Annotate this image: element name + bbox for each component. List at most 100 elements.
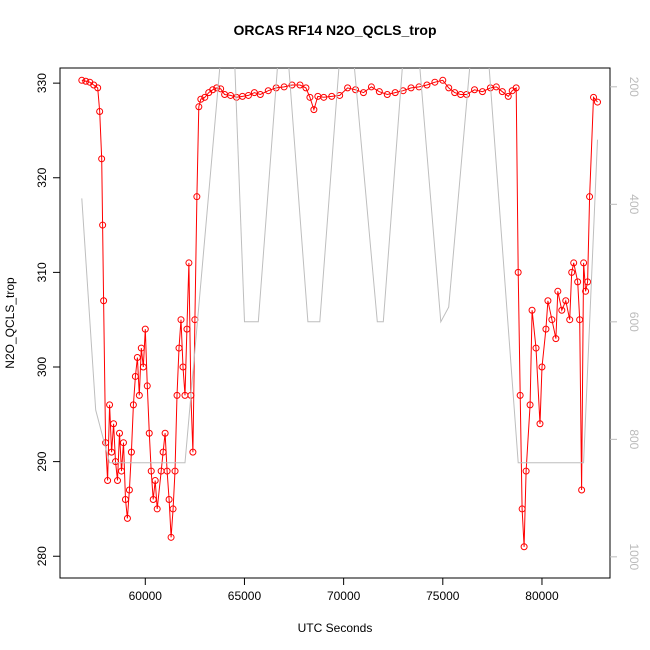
point [114,477,122,485]
point [189,448,197,456]
x-tick-label: 75000 [426,589,460,603]
plot-area [78,68,602,551]
point [391,89,399,97]
point [141,325,149,333]
point [106,401,114,409]
point [123,514,131,522]
point [522,467,530,475]
point [195,103,203,111]
point [306,93,314,101]
point [185,259,193,267]
point [407,84,415,92]
point [147,467,155,475]
y2-tick-label: 1000 [627,543,641,570]
point [562,297,570,305]
point [193,193,201,201]
point [161,429,169,437]
point [153,505,161,513]
point [328,92,336,100]
point [149,495,157,503]
point [131,372,139,380]
point [256,90,264,98]
point [250,89,258,97]
point [121,495,129,503]
y-tick-label: 330 [35,73,49,93]
x-tick-label: 60000 [129,589,163,603]
point [590,93,598,101]
y2-tick-label: 600 [627,312,641,332]
plot-frame [59,67,611,579]
point [552,335,560,343]
y-tick-label: 290 [35,451,49,471]
point [112,458,120,466]
point [100,297,108,305]
point [383,90,391,98]
point [119,439,127,447]
y2-tick-label: 400 [627,194,641,214]
point [98,155,106,163]
point [209,86,217,94]
point [516,391,524,399]
point [99,221,107,229]
y2-tick-label: 200 [627,77,641,97]
point [439,76,447,84]
point [135,391,143,399]
point [159,448,167,456]
point [201,93,209,101]
point [320,93,328,101]
point [165,495,173,503]
y-axis-label: N2O_QCLS_trop [3,277,17,369]
point [504,92,512,100]
point [554,287,562,295]
point [580,259,588,267]
point [179,363,187,371]
point [451,89,459,97]
point [104,477,112,485]
point [542,325,550,333]
point [526,401,534,409]
point [520,543,528,551]
point [492,83,500,91]
point [498,88,506,96]
point [183,325,191,333]
y-tick-label: 280 [35,546,49,566]
y2-tick-label: 800 [627,429,641,449]
point [566,316,574,324]
y-tick-label: 300 [35,357,49,377]
point [538,363,546,371]
point [514,268,522,276]
point [280,83,288,91]
point [145,429,153,437]
point [445,84,453,92]
point [116,429,124,437]
point [169,505,177,513]
point [578,486,586,494]
point [82,77,90,85]
point [110,420,118,428]
point [359,89,367,97]
point [96,108,104,116]
point [576,316,584,324]
point [125,486,133,494]
point [528,306,536,314]
point [512,84,520,92]
point [175,344,183,352]
point [352,86,360,94]
y-tick-label: 320 [35,167,49,187]
point [423,81,431,89]
point [117,467,125,475]
point [302,84,310,92]
point [367,83,375,91]
point [518,505,526,513]
point [344,84,352,92]
point [310,106,318,114]
point [151,477,159,485]
point [582,287,590,295]
point [568,268,576,276]
point [177,316,185,324]
point [586,193,594,201]
x-axis-label: UTC Seconds [298,621,373,635]
point [288,81,296,89]
x-tick-label: 65000 [228,589,262,603]
